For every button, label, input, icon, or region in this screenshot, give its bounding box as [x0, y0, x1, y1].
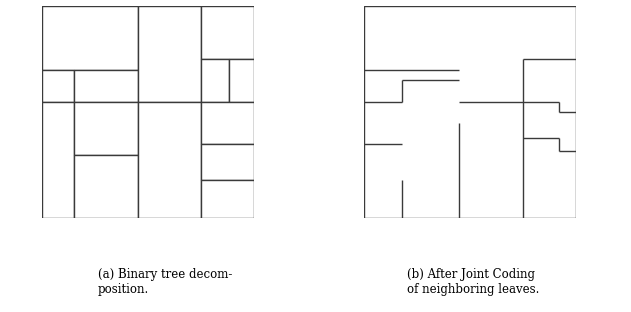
Bar [201, 144, 254, 180]
Bar [74, 70, 138, 102]
Text: (b) After Joint Coding
of neighboring leaves.: (b) After Joint Coding of neighboring le… [407, 268, 540, 296]
Bar [42, 6, 138, 70]
Bar [42, 102, 74, 218]
Bar [201, 102, 254, 144]
Bar [201, 59, 229, 102]
Bar [138, 102, 201, 218]
Bar [201, 180, 254, 218]
Bar [201, 6, 254, 59]
Bar [74, 155, 138, 218]
Bar [229, 59, 254, 102]
Bar [74, 102, 138, 155]
Text: (a) Binary tree decom-
position.: (a) Binary tree decom- position. [98, 268, 232, 296]
Bar [138, 6, 201, 102]
Bar [42, 70, 74, 102]
